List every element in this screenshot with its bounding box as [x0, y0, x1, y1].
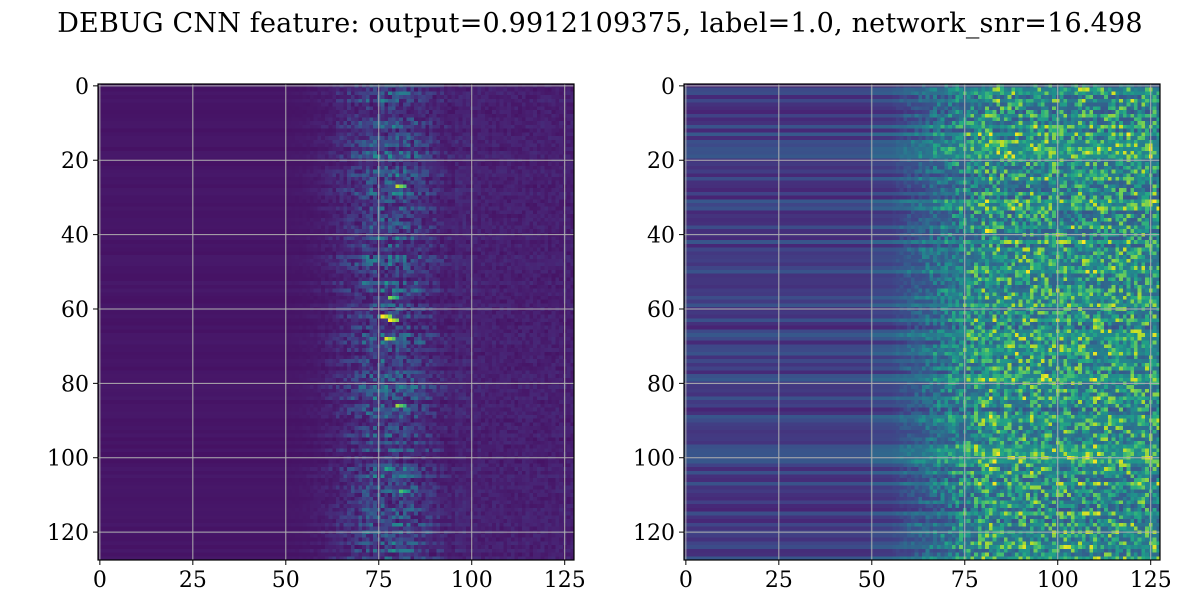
y-tick-label: 60 [61, 298, 89, 323]
axes-frame-right [683, 83, 1161, 561]
x-tick-label: 75 [365, 568, 393, 593]
y-tick-label: 100 [633, 447, 675, 472]
y-tick-label: 80 [61, 372, 89, 397]
y-tick-label: 120 [633, 521, 675, 546]
x-tick-label: 50 [272, 568, 300, 593]
y-tick-label: 60 [647, 298, 675, 323]
grid-lines-left [98, 84, 574, 560]
x-tick-label: 100 [451, 568, 493, 593]
x-tick-label: 0 [679, 568, 693, 593]
grid-lines-right [684, 84, 1160, 560]
y-tick-label: 20 [61, 149, 89, 174]
x-tick-label: 0 [93, 568, 107, 593]
y-tick-label: 40 [61, 224, 89, 249]
x-tick-label: 100 [1037, 568, 1079, 593]
x-tick-label: 50 [858, 568, 886, 593]
x-tick-label: 75 [951, 568, 979, 593]
x-tick-label: 125 [1130, 568, 1172, 593]
y-tick-label: 0 [661, 75, 675, 100]
ticks-left: 0 25 50 75 100 125 0 20 40 60 80 100 120 [47, 75, 586, 593]
heatmap-panel-left: 0 25 50 75 100 125 0 20 40 60 80 100 120 [47, 75, 586, 593]
heatmap-image-right [684, 84, 1160, 560]
heatmap-image-left [98, 84, 574, 560]
heatmap-panel-right: 0 25 50 75 100 125 0 20 40 60 80 100 120 [633, 75, 1172, 593]
y-tick-label: 120 [47, 521, 89, 546]
x-tick-label: 25 [179, 568, 207, 593]
x-tick-label: 25 [765, 568, 793, 593]
y-tick-label: 100 [47, 447, 89, 472]
figure-title: DEBUG CNN feature: output=0.9912109375, … [57, 8, 1143, 39]
ticks-right: 0 25 50 75 100 125 0 20 40 60 80 100 120 [633, 75, 1172, 593]
y-tick-label: 80 [647, 372, 675, 397]
y-tick-label: 40 [647, 224, 675, 249]
axes-frame-left [97, 83, 575, 561]
x-tick-label: 125 [544, 568, 586, 593]
y-tick-label: 0 [75, 75, 89, 100]
y-tick-label: 20 [647, 149, 675, 174]
